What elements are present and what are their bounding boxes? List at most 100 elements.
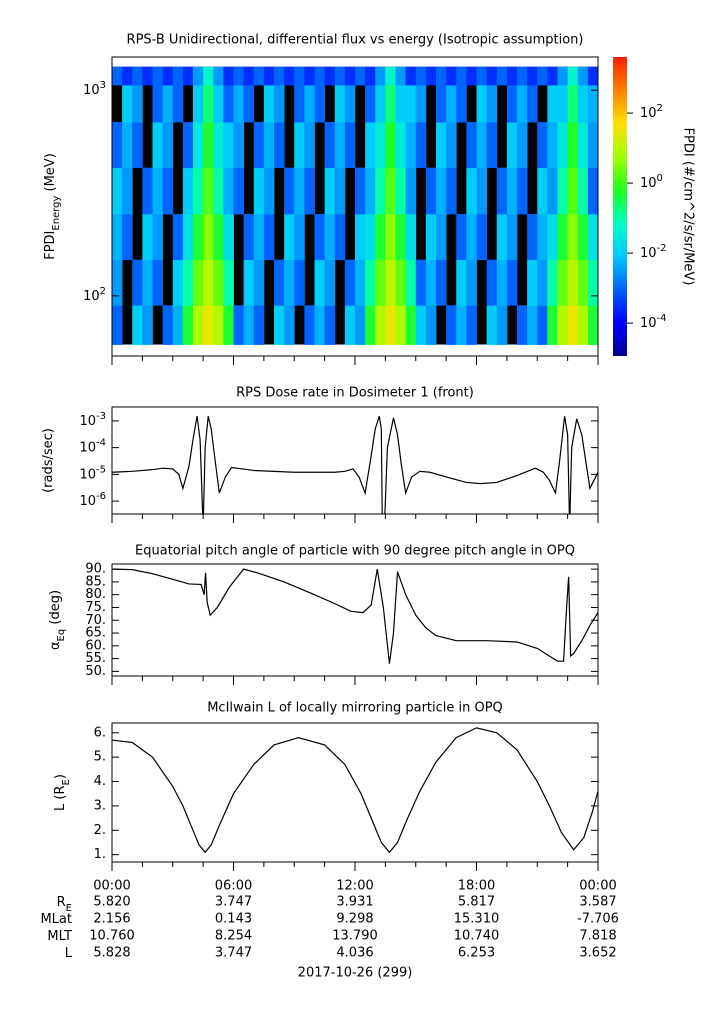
spectrogram-cell [304, 122, 315, 169]
spectrogram-cell [213, 214, 224, 261]
spectrogram-cell [243, 66, 255, 86]
spectrogram-cell [365, 122, 376, 169]
spectrogram-cell [152, 84, 164, 123]
ephemeris-value: 5.820 [93, 895, 130, 910]
spectrogram-cell [324, 167, 336, 215]
spectrogram-cell [537, 305, 548, 345]
spectrogram-cell [486, 305, 498, 345]
spectrogram-cell [253, 66, 265, 86]
spectrogram-cell [405, 66, 417, 86]
spectrogram-cell [395, 167, 407, 215]
spectrogram-cell [263, 122, 275, 169]
spectrogram-cell [587, 214, 599, 261]
ephemeris-value: 5.828 [93, 946, 130, 961]
spectrogram-cell [476, 84, 488, 123]
spectrogram-cell [415, 259, 427, 306]
spectrogram-cell [517, 84, 528, 123]
spectrogram-cell [365, 214, 376, 261]
spectrogram-cell [324, 66, 336, 86]
ephemeris-value: 3.747 [215, 895, 252, 910]
ephemeris-value: 3.747 [215, 946, 252, 961]
panel: McIlwain L of locally mirroring particle… [53, 701, 599, 871]
spectrogram-cell [405, 84, 417, 123]
spectrogram-cell [203, 167, 214, 215]
spectrogram-cell [152, 167, 164, 215]
spectrogram-cell [132, 259, 143, 306]
spectrogram-cell [162, 66, 174, 86]
spectrogram-cell [527, 66, 538, 86]
spectrogram-cell [557, 167, 569, 215]
panel: RPS-B Unidirectional, differential flux … [43, 33, 696, 365]
ephemeris-label-text: L [65, 946, 73, 961]
label-subscript: E [61, 779, 72, 785]
ephemeris-value: 4.036 [336, 946, 373, 961]
data-line [112, 415, 598, 514]
colorbar-tick-label: 100 [640, 173, 663, 191]
panel: Equatorial pitch angle of particle with … [48, 544, 599, 685]
spectrogram-cell [547, 66, 558, 86]
y-tick-label: 55. [85, 651, 106, 666]
spectrogram-cell [223, 259, 234, 306]
spectrogram-cell [557, 214, 569, 261]
spectrogram-cell [506, 259, 518, 306]
ephemeris-value: 9.298 [336, 912, 373, 927]
spectrogram-cell [496, 66, 508, 86]
spectrogram-cell [213, 167, 224, 215]
spectrogram-cell [496, 167, 508, 215]
spectrogram-cell [112, 167, 123, 215]
spectrogram-cell [355, 214, 366, 261]
spectrogram-cell [122, 214, 133, 261]
spectrogram-cell [537, 214, 548, 261]
y-tick-label: 2. [94, 823, 106, 838]
spectrogram-cell [527, 259, 538, 306]
spectrogram-cell [436, 167, 447, 215]
spectrogram-cell [193, 122, 204, 169]
spectrogram-cell [436, 122, 447, 169]
spectrogram-cell [517, 122, 528, 169]
spectrogram-cell [304, 66, 315, 86]
spectrogram-cell [405, 122, 417, 169]
spectrogram-cell [375, 167, 386, 215]
spectrogram-cell [182, 259, 194, 306]
label-unit: (MeV) [43, 153, 58, 195]
spectrogram-cell [567, 214, 579, 261]
spectrogram-cell [446, 84, 457, 123]
y-tick-label: 10-6 [79, 491, 106, 509]
spectrogram-cell [415, 122, 427, 169]
spectrogram-cell [425, 66, 437, 86]
spectrogram-cell [587, 84, 599, 123]
y-tick-label: 4. [94, 774, 106, 789]
spectrogram-cell [294, 66, 305, 86]
spectrogram-cell [223, 66, 234, 86]
spectrogram-cell [324, 305, 336, 345]
panel-title: RPS Dose rate in Dosimeter 1 (front) [236, 386, 474, 401]
label-unit: ) [53, 774, 68, 779]
spectrogram-cell [112, 214, 123, 261]
colorbar-tick-label: 102 [640, 103, 663, 121]
spectrogram-cell [162, 122, 174, 169]
y-tick-label: 5. [94, 750, 106, 765]
spectrogram-cell [375, 305, 386, 345]
spectrogram-cell [486, 122, 498, 169]
y-tick-label: 6. [94, 725, 106, 740]
spectrogram-cell [577, 259, 589, 306]
spectrogram-cell [577, 122, 589, 169]
spectrogram-cell [304, 305, 315, 345]
spectrogram-cell [395, 66, 407, 86]
y-axis-label: L (RE) [53, 774, 72, 811]
ephemeris-label: L [65, 946, 73, 961]
x-tick-label: 12:00 [336, 879, 373, 894]
spectrogram-cell [496, 305, 508, 345]
colorbar [613, 57, 627, 356]
spectrogram-cell [486, 66, 498, 86]
spectrogram-cell [567, 84, 579, 123]
spectrogram-cell [365, 305, 376, 345]
spectrogram-cell [547, 259, 558, 306]
spectrogram-cell [142, 66, 153, 86]
label-text: α [48, 641, 63, 650]
spectrogram-cell [182, 66, 194, 86]
spectrogram-cell [355, 259, 366, 306]
spectrogram-cell [567, 122, 579, 169]
spectrogram-cell [547, 214, 558, 261]
